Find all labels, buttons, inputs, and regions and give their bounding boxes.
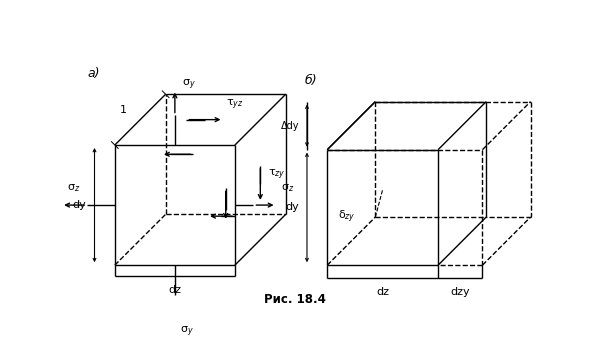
Text: dzy: dzy xyxy=(451,287,470,297)
Text: σ$_z$: σ$_z$ xyxy=(281,182,294,194)
Text: dy: dy xyxy=(285,202,299,213)
Text: τ$_{yz}$: τ$_{yz}$ xyxy=(226,98,244,112)
Text: σ$_y$: σ$_y$ xyxy=(182,78,196,92)
Text: Δdy: Δdy xyxy=(281,121,300,131)
Text: τ$_{zy}$: τ$_{zy}$ xyxy=(268,168,285,182)
Text: σ$_z$: σ$_z$ xyxy=(67,182,80,194)
Text: б): б) xyxy=(304,74,317,87)
Text: dz: dz xyxy=(168,285,181,296)
Text: dy: dy xyxy=(73,200,87,210)
Text: Рис. 18.4: Рис. 18.4 xyxy=(263,293,326,306)
Text: 1: 1 xyxy=(120,105,127,115)
Text: δ$_{zy}$: δ$_{zy}$ xyxy=(338,208,356,225)
Text: dz: dz xyxy=(376,287,389,297)
Text: σ$_y$: σ$_y$ xyxy=(180,324,194,339)
Text: а): а) xyxy=(87,66,100,80)
